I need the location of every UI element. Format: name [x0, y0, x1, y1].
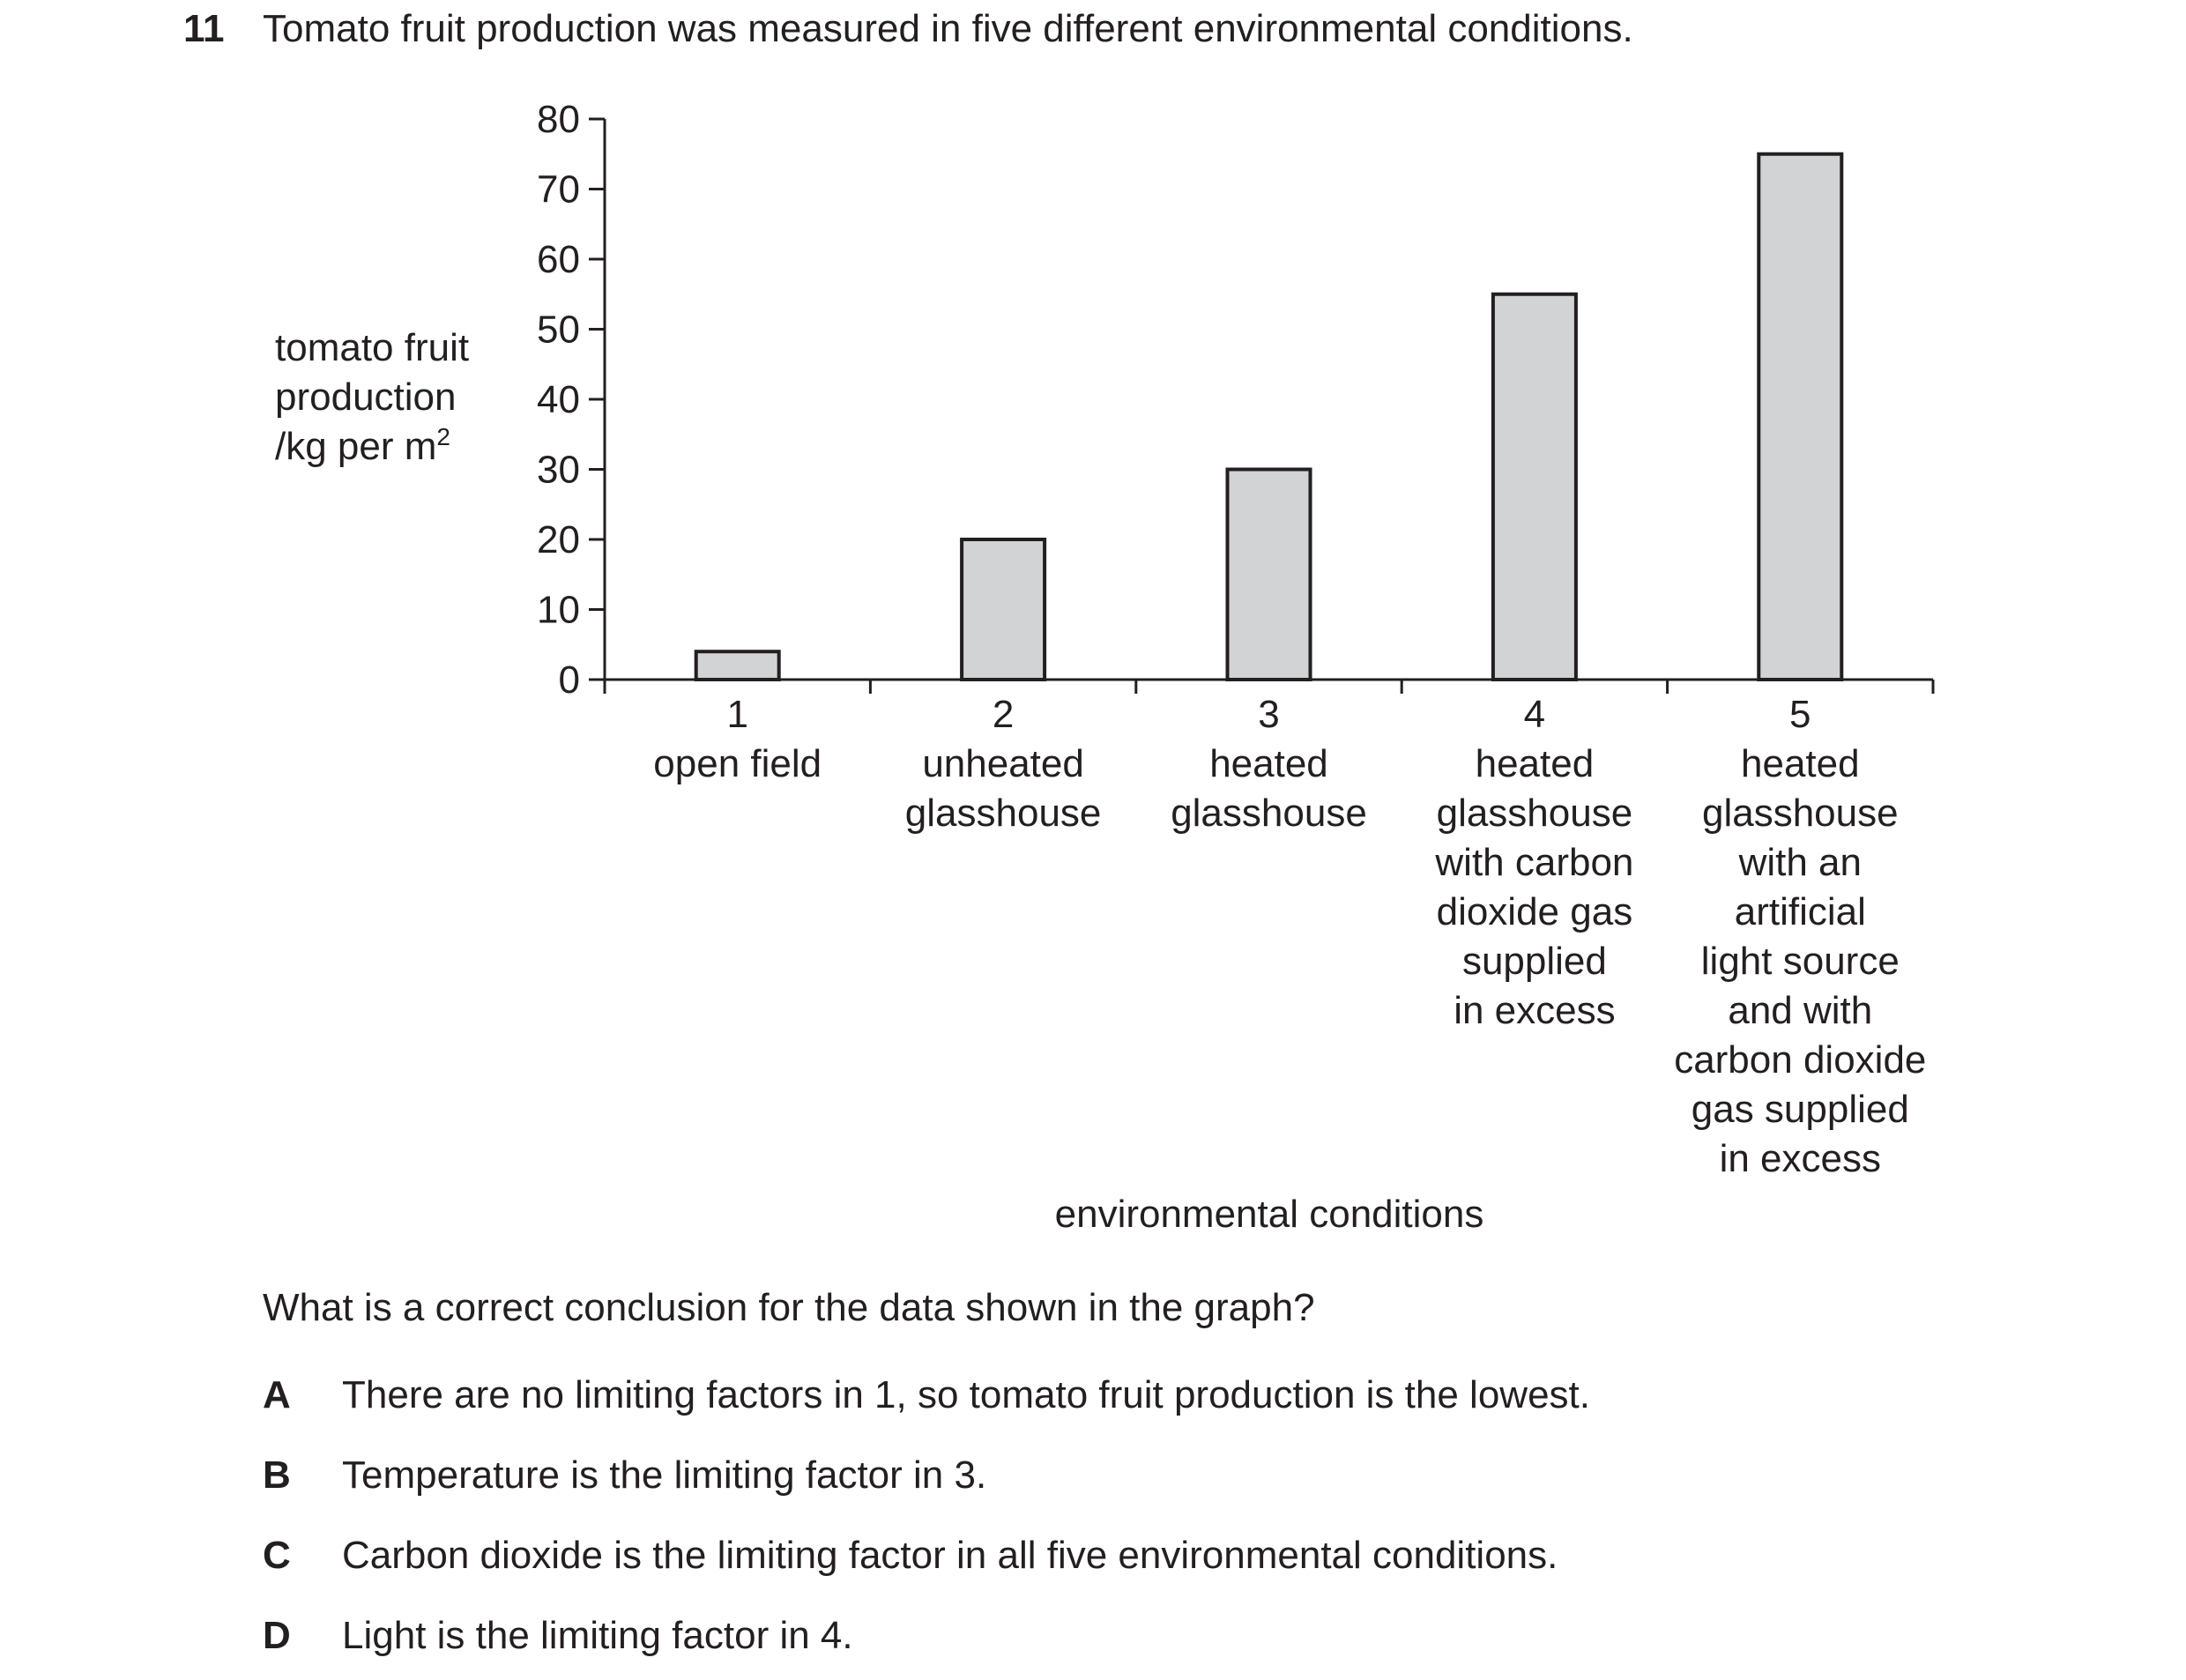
x-axis: 1 open field 2 unheated glasshouse 3 heated gla… [603, 678, 1935, 1180]
x-category-description: heated [1476, 742, 1595, 785]
x-category-description: in excess [1720, 1137, 1881, 1180]
x-category-description: heated [1209, 742, 1328, 785]
bar-1 [694, 650, 781, 682]
y-tick-label: 10 [537, 589, 580, 632]
option-a[interactable]: A There are no limiting factors in 1, so… [263, 1370, 2026, 1423]
option-text: Light is the limiting factor in 4. [342, 1614, 853, 1657]
x-category-description: glasshouse [1437, 792, 1633, 835]
x-category-description: supplied [1462, 940, 1607, 983]
x-category-description: with an [1738, 841, 1862, 884]
bar-chart: tomato fruit production /kg per m2 01020… [275, 98, 1935, 1236]
y-axis-label-unit: /kg per m [275, 425, 436, 468]
option-letter: A [263, 1373, 291, 1416]
x-category-description: heated [1741, 742, 1860, 785]
x-category-description: light source [1701, 940, 1900, 983]
option-text: Carbon dioxide is the limiting factor in… [342, 1534, 1558, 1577]
question-number: 11 [183, 7, 225, 50]
bars [694, 152, 1844, 682]
y-tick-label: 30 [537, 449, 580, 492]
y-tick-label: 20 [537, 518, 580, 561]
y-axis-label-line-1: tomato fruit [275, 326, 469, 369]
option-b[interactable]: B Temperature is the limiting factor in … [263, 1450, 2026, 1503]
x-category-description: glasshouse [1171, 792, 1367, 835]
x-tick-label: 4 [1524, 693, 1545, 736]
y-tick-label: 50 [537, 308, 580, 352]
option-text: There are no limiting factors in 1, so t… [342, 1373, 1590, 1416]
y-axis-label-line-2: production [275, 375, 456, 419]
y-axis-label: tomato fruit production /kg per m2 [275, 326, 469, 468]
question-prompt: What is a correct conclusion for the dat… [263, 1286, 1315, 1329]
y-tick-label: 40 [537, 378, 580, 421]
x-category-description: artificial [1735, 890, 1866, 933]
y-axis-label-line-3: /kg per m2 [275, 423, 450, 468]
x-category-description: unheated [922, 742, 1084, 785]
y-axis: 0 10 20 30 40 50 60 70 80 [537, 98, 606, 702]
x-category-description: glasshouse [1702, 792, 1899, 835]
question-stem: Tomato fruit production was measured in … [263, 7, 1633, 50]
x-tick-label: 1 [726, 693, 747, 736]
bar-5 [1757, 152, 1844, 681]
y-tick-label: 70 [537, 168, 580, 212]
option-c[interactable]: C Carbon dioxide is the limiting factor … [263, 1530, 2026, 1583]
x-category-description: dioxide gas [1437, 890, 1633, 933]
option-letter: B [263, 1453, 291, 1497]
x-category-description: open field [653, 742, 822, 785]
y-tick-label: 0 [559, 658, 580, 702]
y-tick-label: 80 [537, 98, 580, 141]
x-category-description: glasshouse [905, 792, 1102, 835]
x-tick-label: 5 [1789, 693, 1811, 736]
x-axis-label: environmental conditions [1055, 1193, 1484, 1236]
x-category-description: carbon dioxide [1674, 1038, 1926, 1082]
x-category-description: with carbon [1434, 841, 1633, 884]
x-tick-label: 3 [1258, 693, 1279, 736]
option-letter: C [263, 1534, 291, 1577]
option-text: Temperature is the limiting factor in 3. [342, 1453, 987, 1497]
bar-4 [1491, 292, 1578, 681]
bar-3 [1225, 467, 1312, 681]
x-tick-label: 2 [993, 693, 1014, 736]
x-category-description: gas supplied [1692, 1088, 1909, 1131]
x-category-description: and with [1728, 989, 1872, 1032]
option-d[interactable]: D Light is the limiting factor in 4. [263, 1610, 2026, 1663]
option-letter: D [263, 1614, 291, 1657]
y-tick-label: 60 [537, 238, 580, 281]
bar-2 [960, 538, 1047, 681]
y-axis-label-superscript: 2 [436, 423, 450, 450]
x-category-description: in excess [1454, 989, 1615, 1032]
